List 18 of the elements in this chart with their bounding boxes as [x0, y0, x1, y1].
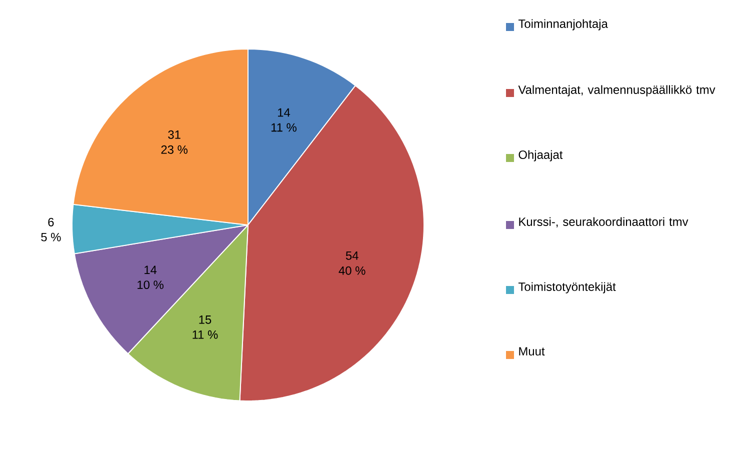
data-label: 14 — [278, 108, 290, 117]
legend-label: Valmentajat, valmennuspäällikkö tmv — [518, 85, 716, 96]
text: 5 % — [41, 232, 61, 242]
data-label: 6 — [48, 218, 54, 226]
text: 40 % — [338, 266, 366, 275]
legend-label: Muut — [519, 347, 545, 356]
legend-label: Toiminnanjohtaja — [518, 19, 608, 30]
legend-label: Ohjaajat — [518, 150, 563, 162]
data-label: 15 — [199, 316, 212, 324]
legend-label: Kurssi-, seurakoordinaattori tmv — [519, 217, 688, 228]
text: 11 % — [192, 330, 218, 339]
text: 10 % — [138, 280, 164, 290]
legend-label: Toimistotyöntekijät — [518, 282, 616, 294]
text: 11 % — [271, 123, 296, 132]
text: 23 % — [161, 145, 188, 154]
data-label: 14 — [144, 266, 157, 274]
data-label: 54 — [346, 252, 358, 260]
data-label: 31 — [168, 130, 180, 139]
